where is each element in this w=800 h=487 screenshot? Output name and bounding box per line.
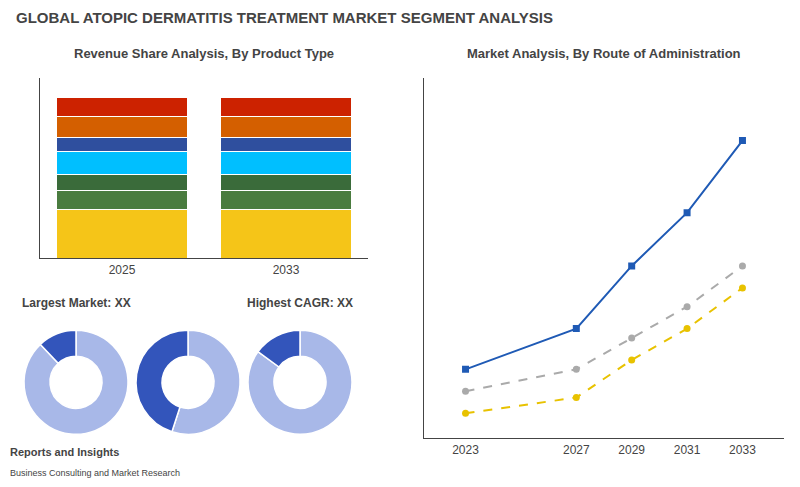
- svg-text:2027: 2027: [563, 443, 590, 457]
- svg-text:Market Analysis, By Route of A: Market Analysis, By Route of Administrat…: [467, 46, 741, 61]
- svg-text:2031: 2031: [674, 443, 701, 457]
- svg-text:2023: 2023: [452, 443, 479, 457]
- svg-text:Largest Market: XX: Largest Market: XX: [22, 296, 131, 310]
- svg-text:GLOBAL ATOPIC DERMATITIS TREAT: GLOBAL ATOPIC DERMATITIS TREATMENT MARKE…: [16, 9, 553, 26]
- svg-text:Highest CAGR: XX: Highest CAGR: XX: [247, 296, 353, 310]
- svg-text:2033: 2033: [273, 263, 300, 277]
- svg-text:Business Consulting and Market: Business Consulting and Market Research: [10, 468, 180, 478]
- svg-text:Reports and Insights: Reports and Insights: [10, 446, 119, 458]
- svg-text:2029: 2029: [618, 443, 645, 457]
- svg-text:Revenue Share Analysis, By Pro: Revenue Share Analysis, By Product Type: [74, 46, 334, 61]
- svg-text:2033: 2033: [729, 443, 756, 457]
- svg-text:2025: 2025: [109, 263, 136, 277]
